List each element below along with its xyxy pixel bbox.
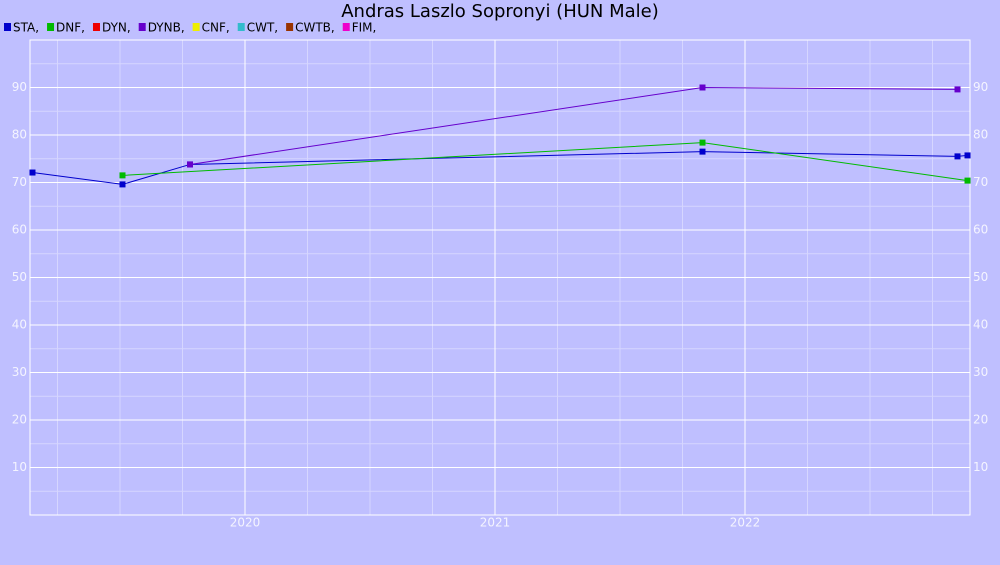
y2-tick-label: 60	[973, 223, 988, 237]
data-point	[187, 161, 193, 168]
y2-tick-label: 10	[973, 460, 988, 474]
y2-tick-label: 80	[973, 128, 988, 142]
legend-swatch	[192, 23, 200, 31]
chart-title: Andras Laszlo Sopronyi (HUN Male)	[341, 1, 659, 22]
y-tick-label: 90	[12, 80, 27, 94]
legend-label: CWTB,	[295, 21, 335, 35]
x-tick-label: 2022	[730, 516, 761, 530]
data-point	[119, 172, 126, 179]
data-point	[699, 148, 706, 155]
legend-swatch	[342, 23, 350, 31]
legend-swatch	[138, 23, 146, 31]
data-point	[119, 181, 126, 188]
legend-label: CWT,	[247, 21, 278, 35]
legend-swatch	[92, 23, 100, 31]
data-point	[699, 84, 706, 91]
legend-label: STA,	[13, 21, 39, 35]
data-point	[954, 153, 961, 160]
legend-label: DYN,	[102, 21, 131, 35]
legend-label: CNF,	[202, 21, 230, 35]
data-point	[964, 152, 971, 159]
legend-label: DYNB,	[148, 21, 185, 35]
x-tick-label: 2021	[480, 516, 511, 530]
y2-tick-label: 90	[973, 80, 988, 94]
legend-swatch	[4, 23, 11, 31]
y2-tick-label: 30	[973, 365, 988, 379]
y-tick-label: 80	[12, 128, 27, 142]
legend-label: FIM,	[352, 21, 377, 35]
y-tick-label: 10	[12, 460, 27, 474]
data-point	[699, 139, 706, 146]
y-tick-label: 60	[12, 223, 27, 237]
legend-label: DNF,	[56, 21, 85, 35]
x-tick-label: 2020	[230, 516, 261, 530]
y2-tick-label: 50	[973, 270, 988, 284]
legend-swatch	[47, 23, 55, 31]
y2-tick-label: 20	[973, 413, 988, 427]
y-tick-label: 30	[12, 365, 27, 379]
legend-swatch	[237, 23, 245, 31]
data-point	[964, 177, 971, 184]
y-tick-label: 40	[12, 318, 27, 332]
y-tick-label: 70	[12, 175, 27, 189]
data-point	[954, 86, 961, 93]
y-tick-label: 20	[12, 413, 27, 427]
y2-tick-label: 40	[973, 318, 988, 332]
y2-tick-label: 70	[973, 175, 988, 189]
y-tick-label: 50	[12, 270, 27, 284]
data-point	[29, 169, 36, 176]
legend-swatch	[286, 23, 294, 31]
